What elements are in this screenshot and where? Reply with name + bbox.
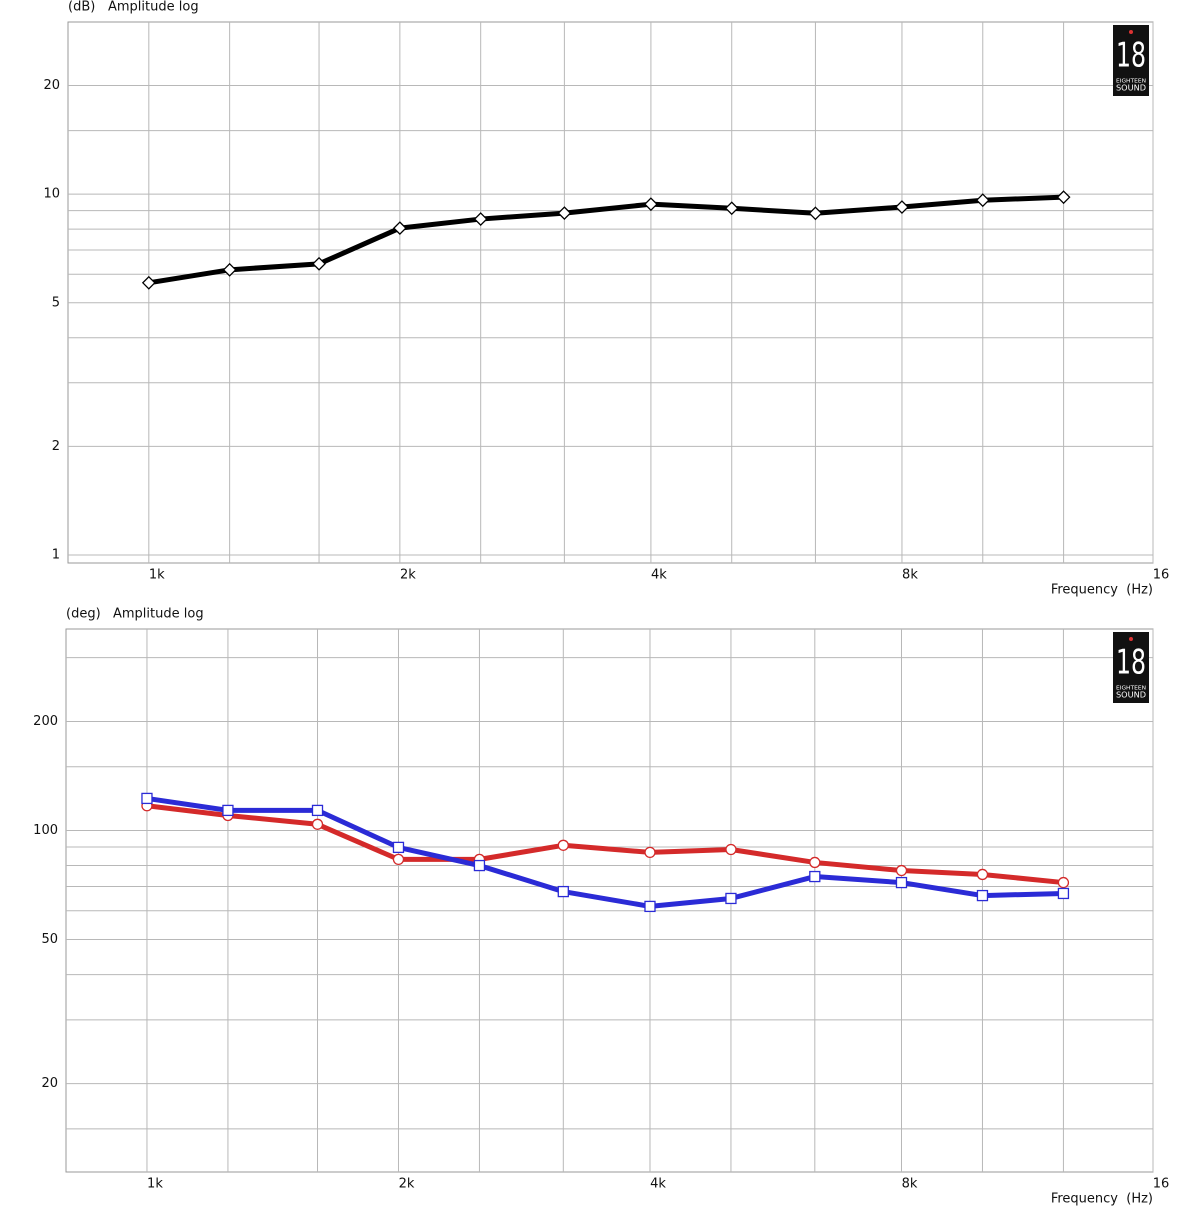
point	[644, 846, 656, 859]
point	[724, 201, 739, 216]
plot-frame	[67, 21, 1154, 564]
y-unit: (deg)	[66, 607, 101, 622]
point	[311, 804, 324, 817]
point	[895, 864, 908, 877]
logo-star	[1129, 637, 1133, 641]
x-tick-label: 16	[1153, 1177, 1170, 1192]
y-tick-label: 50	[41, 932, 58, 947]
logo-top: EIGHTEEN	[1116, 79, 1146, 85]
point	[895, 200, 909, 214]
point	[312, 256, 326, 271]
point	[557, 206, 572, 221]
x-tick-label: 2k	[399, 1177, 415, 1192]
point	[222, 804, 234, 817]
logo-number: 18	[1116, 643, 1146, 683]
y-unit: (dB)	[68, 0, 95, 15]
point	[895, 876, 908, 889]
point	[976, 868, 989, 881]
logo-number: 18	[1116, 36, 1146, 76]
x-tick-label: 4k	[651, 568, 667, 583]
point	[725, 892, 737, 905]
point	[1057, 876, 1070, 889]
x-tick-label: 1k	[149, 568, 165, 583]
y-tick-label: 2	[52, 439, 60, 454]
series-line	[146, 795, 1064, 909]
y-tick-label: 200	[33, 714, 58, 729]
series-line	[146, 803, 1064, 886]
point	[1057, 887, 1070, 900]
point	[222, 262, 237, 277]
point	[473, 212, 488, 226]
point	[808, 206, 823, 221]
x-tick-label: 4k	[650, 1177, 666, 1192]
point	[311, 818, 324, 830]
point	[557, 885, 569, 898]
point	[644, 900, 656, 913]
point	[643, 197, 658, 212]
point	[392, 221, 407, 236]
logo-bottom: SOUND	[1116, 84, 1146, 93]
x-tick-label: 16	[1153, 568, 1170, 583]
logo-top: EIGHTEEN	[1116, 686, 1146, 692]
point	[392, 853, 405, 866]
y-tick-label: 100	[33, 823, 58, 838]
x-label: Frequency (Hz)	[1051, 583, 1153, 598]
y-tick-label: 20	[43, 78, 60, 93]
y-tick-label: 5	[52, 295, 60, 310]
point	[809, 856, 821, 869]
point	[141, 792, 153, 805]
y-label: Amplitude log	[108, 0, 199, 15]
logo-bottom: SOUND	[1116, 691, 1146, 700]
y-label: Amplitude log	[113, 607, 204, 622]
x-tick-label: 8k	[902, 568, 918, 583]
x-tick-label: 2k	[400, 568, 416, 583]
point	[473, 859, 486, 872]
point	[557, 839, 569, 851]
point	[975, 193, 990, 208]
point	[976, 889, 989, 902]
point	[392, 841, 405, 854]
logo-star	[1129, 30, 1133, 34]
y-tick-label: 1	[52, 547, 60, 562]
y-tick-label: 10	[43, 187, 60, 202]
point	[725, 843, 737, 856]
logo-box	[1113, 25, 1149, 96]
y-tick-label: 20	[41, 1076, 58, 1091]
x-label: Frequency (Hz)	[1051, 1192, 1153, 1207]
point	[809, 870, 821, 883]
point	[1056, 190, 1071, 205]
logo-box	[1113, 632, 1149, 703]
x-tick-label: 1k	[147, 1177, 163, 1192]
x-tick-label: 8k	[902, 1177, 918, 1192]
series-line	[148, 194, 1064, 286]
point	[141, 275, 156, 290]
